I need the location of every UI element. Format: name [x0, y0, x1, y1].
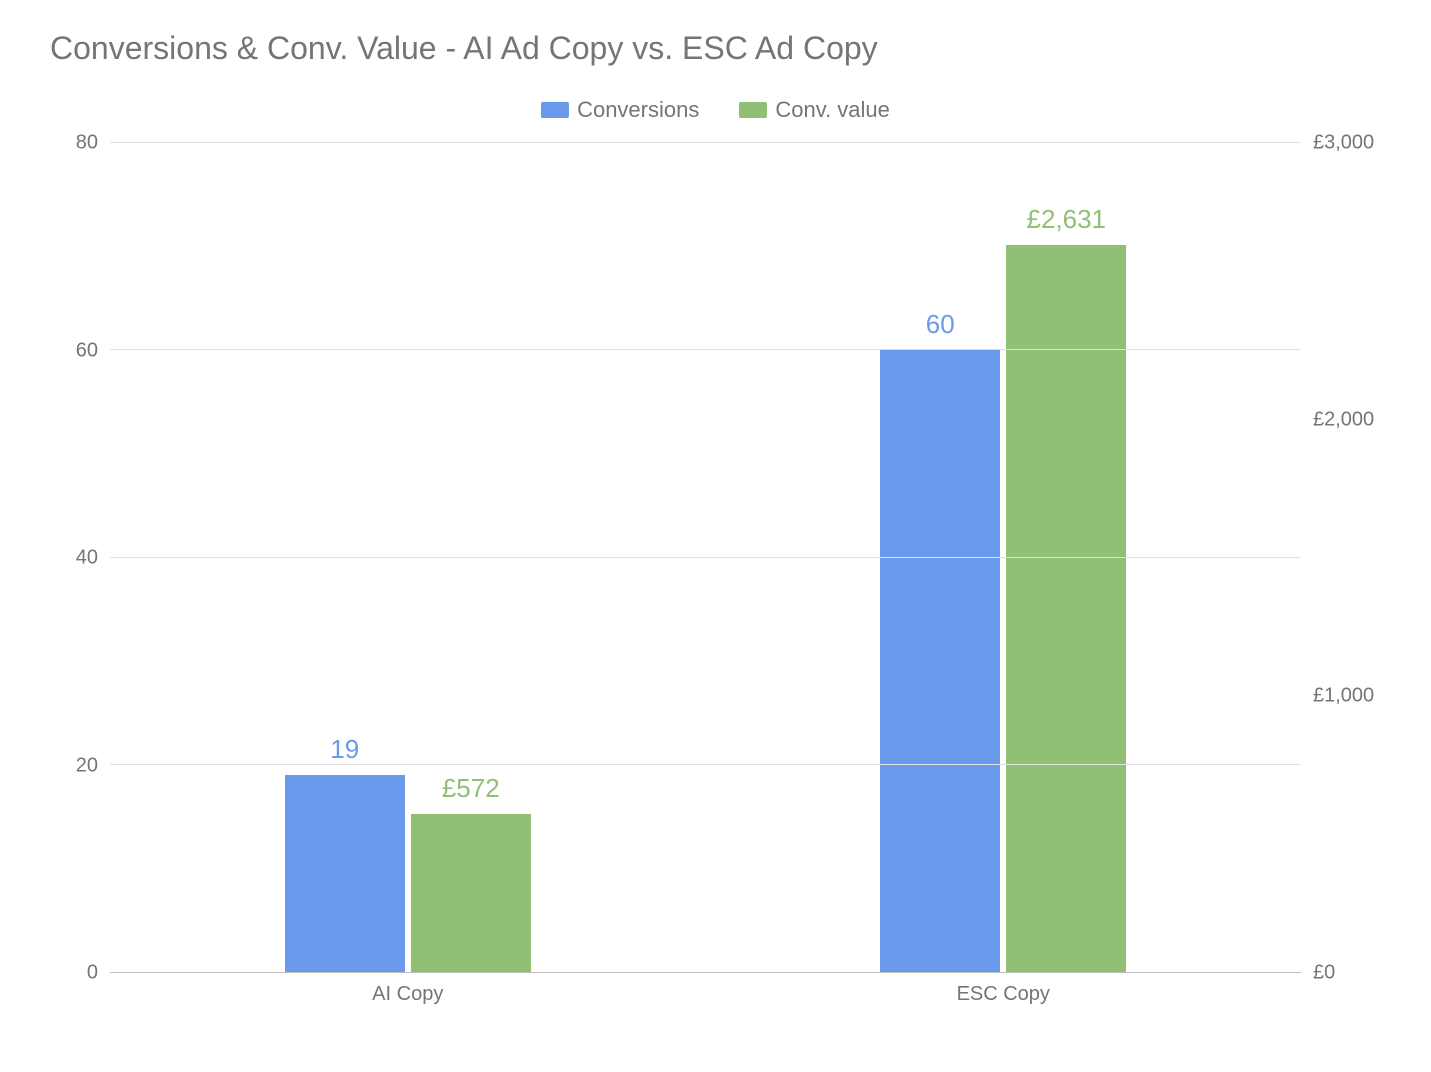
bar-value-label: 60 [926, 309, 955, 340]
gridline [110, 349, 1301, 350]
plot-area: 19£57260£2,631 [110, 143, 1301, 973]
gridline [110, 142, 1301, 143]
y-left-tick: 20 [76, 754, 98, 777]
bar: £572 [411, 814, 531, 972]
legend-label-conversions: Conversions [577, 97, 699, 123]
y-left-tick: 0 [87, 962, 98, 985]
bar-value-label: 19 [330, 734, 359, 765]
legend-swatch-conv-value [739, 102, 767, 118]
legend-label-conv-value: Conv. value [775, 97, 890, 123]
x-axis: AI CopyESC Copy [110, 973, 1301, 1006]
y-left-tick: 40 [76, 547, 98, 570]
y-axis-right: £0£1,000£2,000£3,000 [1301, 143, 1391, 973]
y-right-tick: £0 [1313, 962, 1335, 985]
legend-item-conv-value: Conv. value [739, 97, 890, 123]
y-right-tick: £3,000 [1313, 132, 1374, 155]
bar: 60 [880, 350, 1000, 972]
bars-region: 19£57260£2,631 [110, 143, 1301, 972]
bar: £2,631 [1006, 245, 1126, 972]
y-right-tick: £2,000 [1313, 408, 1374, 431]
bar: 19 [285, 775, 405, 972]
y-left-tick: 80 [76, 132, 98, 155]
category-group: 19£572 [110, 143, 706, 972]
y-left-tick: 60 [76, 339, 98, 362]
y-axis-left: 020406080 [40, 143, 110, 973]
gridline [110, 764, 1301, 765]
x-tick: ESC Copy [706, 973, 1302, 1006]
chart-title: Conversions & Conv. Value - AI Ad Copy v… [50, 30, 1391, 67]
x-tick: AI Copy [110, 973, 706, 1006]
legend-swatch-conversions [541, 102, 569, 118]
y-right-tick: £1,000 [1313, 685, 1374, 708]
plot-wrapper: 020406080 19£57260£2,631 £0£1,000£2,000£… [40, 143, 1391, 973]
chart-container: Conversions & Conv. Value - AI Ad Copy v… [0, 0, 1431, 1072]
gridline [110, 557, 1301, 558]
legend: Conversions Conv. value [40, 97, 1391, 123]
bar-value-label: £2,631 [1026, 204, 1106, 235]
legend-item-conversions: Conversions [541, 97, 699, 123]
bar-value-label: £572 [442, 773, 500, 804]
category-group: 60£2,631 [706, 143, 1302, 972]
